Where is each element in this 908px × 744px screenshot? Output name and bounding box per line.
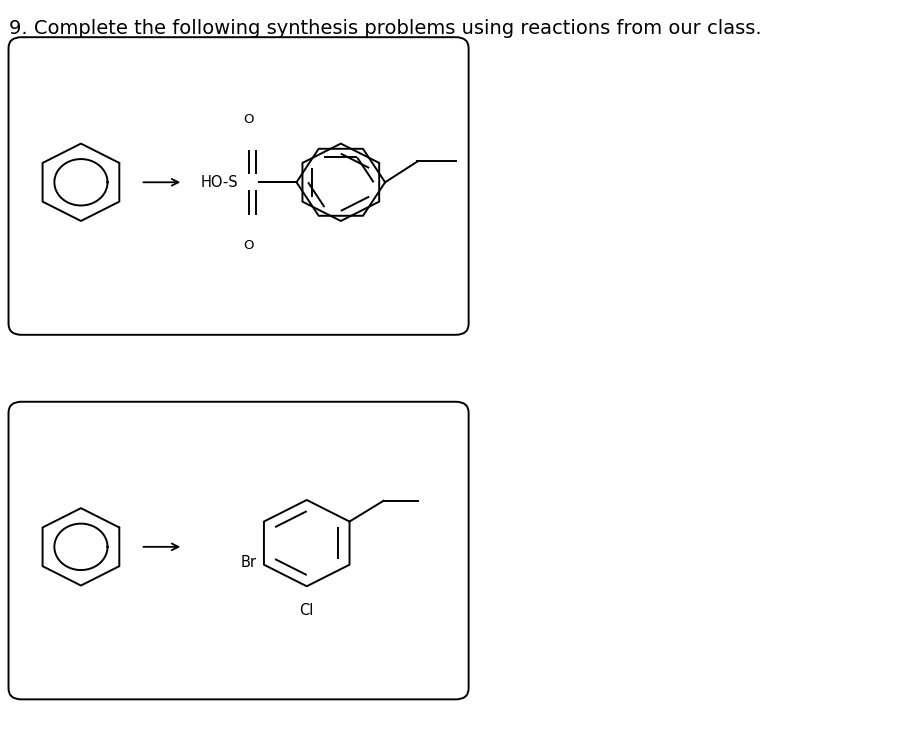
Text: O: O	[243, 239, 254, 251]
Text: HO-S: HO-S	[201, 175, 238, 190]
Text: O: O	[243, 113, 254, 126]
Text: Br: Br	[242, 555, 257, 570]
Text: Cl: Cl	[300, 603, 314, 618]
Text: 9. Complete the following synthesis problems using reactions from our class.: 9. Complete the following synthesis prob…	[8, 19, 761, 38]
